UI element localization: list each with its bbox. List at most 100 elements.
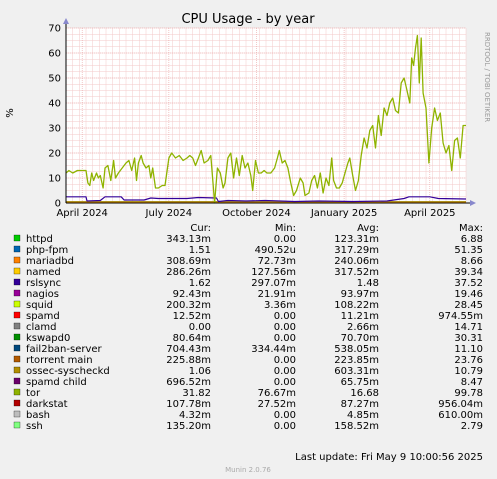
legend-value: 490.52u (255, 245, 296, 256)
legend-value: 87.27m (341, 399, 379, 410)
legend-value: 317.29m (334, 245, 379, 256)
y-axis-arrow (63, 18, 69, 24)
legend-value: 538.05m (334, 344, 379, 355)
legend-value: 297.07m (251, 278, 296, 289)
legend-value: 127.56m (251, 267, 296, 278)
x-axis-arrow (470, 200, 476, 206)
legend-series-name: mariadbd (26, 256, 74, 267)
legend-swatch-rtorrent-main (13, 355, 21, 363)
legend-value: 11.10 (454, 344, 483, 355)
legend-swatch-ossec-syscheckd (13, 366, 21, 374)
legend-value: 6.88 (461, 234, 483, 245)
legend-value: 21.91m (258, 289, 296, 300)
chart-title: CPU Usage - by year (181, 12, 315, 27)
legend-value: 286.26m (166, 267, 211, 278)
series-line-tor (65, 34, 466, 204)
legend-value: 603.31m (334, 366, 379, 377)
legend-series-name: rslsync (26, 278, 61, 289)
legend-value: 158.52m (334, 421, 379, 432)
series-line-rslsync (66, 196, 467, 203)
legend-value: 8.47 (461, 377, 483, 388)
legend-value: 0.00 (274, 311, 296, 322)
y-tick-label: 40 (48, 99, 61, 110)
legend-column-header: Max: (459, 223, 483, 234)
y-tick-label: 0 (55, 199, 61, 210)
legend-series-name: kswapd0 (26, 333, 70, 344)
legend-value: 93.97m (341, 289, 379, 300)
legend-value: 39.34 (454, 267, 483, 278)
legend-value: 8.66 (461, 256, 483, 267)
legend-series-name: spamd child (26, 377, 87, 388)
munin-credits: Munin 2.0.76 (225, 466, 271, 474)
legend-series-name: spamd (26, 311, 60, 322)
legend-value: 19.46 (454, 289, 483, 300)
axes (63, 18, 476, 206)
legend-value: 334.44m (251, 344, 296, 355)
y-tick-label: 70 (48, 24, 61, 35)
legend-swatch-php-fpm (13, 245, 21, 253)
legend-series-name: tor (26, 388, 41, 399)
legend-value: 135.20m (166, 421, 211, 432)
legend-series-name: clamd (26, 322, 57, 333)
last-update: Last update: Fri May 9 10:00:56 2025 (295, 452, 483, 463)
y-tick-label: 50 (48, 74, 61, 85)
legend-swatch-spamd (13, 311, 21, 319)
legend-series-name: named (26, 267, 61, 278)
legend-value: 123.31m (334, 234, 379, 245)
x-tick-labels: April 2024 July 2024 October 2024 January 2… (56, 208, 455, 219)
legend-value: 107.78m (166, 399, 211, 410)
legend-value: 99.78 (454, 388, 483, 399)
legend-swatch-nagios (13, 289, 21, 297)
legend-value: 16.68 (350, 388, 379, 399)
legend-value: 0.00 (274, 234, 296, 245)
legend-swatch-ssh (13, 421, 21, 429)
legend-value: 80.64m (173, 333, 211, 344)
legend-value: 27.52m (258, 399, 296, 410)
legend-value: 108.22m (334, 300, 379, 311)
x-tick-label: April 2024 (56, 208, 107, 219)
legend-swatch-tor (13, 388, 21, 396)
legend-value: 225.88m (166, 355, 211, 366)
legend-series-name: fail2ban-server (26, 344, 103, 355)
legend: Cur: Min: Avg: Max: httpd 343.13m 0.00 123.31m 6… (13, 223, 483, 432)
legend-value: 0.00 (274, 322, 296, 333)
x-tick-label: October 2024 (222, 208, 291, 219)
x-tick-label: January 2025 (310, 208, 378, 219)
legend-series-name: php-fpm (26, 245, 68, 256)
legend-value: 23.76 (454, 355, 483, 366)
x-tick-label: July 2024 (145, 208, 193, 219)
legend-series-name: bash (26, 410, 50, 421)
y-tick-label: 10 (48, 174, 61, 185)
legend-value: 76.67m (258, 388, 296, 399)
legend-series-name: ossec-syscheckd (26, 366, 110, 377)
legend-value: 14.71 (454, 322, 483, 333)
legend-value: 974.55m (438, 311, 483, 322)
legend-value: 223.85m (334, 355, 379, 366)
legend-value: 51.35 (454, 245, 483, 256)
legend-series-name: darkstat (26, 399, 68, 410)
legend-value: 0.00 (274, 366, 296, 377)
legend-value: 65.75m (341, 377, 379, 388)
legend-column-header: Cur: (190, 223, 211, 234)
legend-series-name: rtorrent main (26, 355, 93, 366)
legend-series-name: squid (26, 300, 53, 311)
legend-value: 2.66m (347, 322, 379, 333)
y-tick-label: 30 (48, 124, 61, 135)
legend-swatch-bash (13, 410, 21, 418)
legend-swatch-spamd-child (13, 377, 21, 385)
x-tick-label: April 2025 (404, 208, 455, 219)
grid-lines (65, 27, 467, 204)
y-tick-label: 60 (48, 49, 61, 60)
legend-value: 0.00 (189, 322, 211, 333)
legend-swatch-darkstat (13, 399, 21, 407)
legend-series-name: ssh (26, 421, 43, 432)
legend-value: 1.48 (357, 278, 379, 289)
y-axis-label: % (5, 108, 16, 118)
legend-swatch-rslsync (13, 278, 21, 286)
legend-value: 2.79 (461, 421, 483, 432)
legend-swatch-clamd (13, 322, 21, 330)
legend-value: 92.43m (173, 289, 211, 300)
legend-series-name: nagios (26, 289, 59, 300)
legend-series-name: httpd (26, 234, 53, 245)
legend-value: 696.52m (166, 377, 211, 388)
